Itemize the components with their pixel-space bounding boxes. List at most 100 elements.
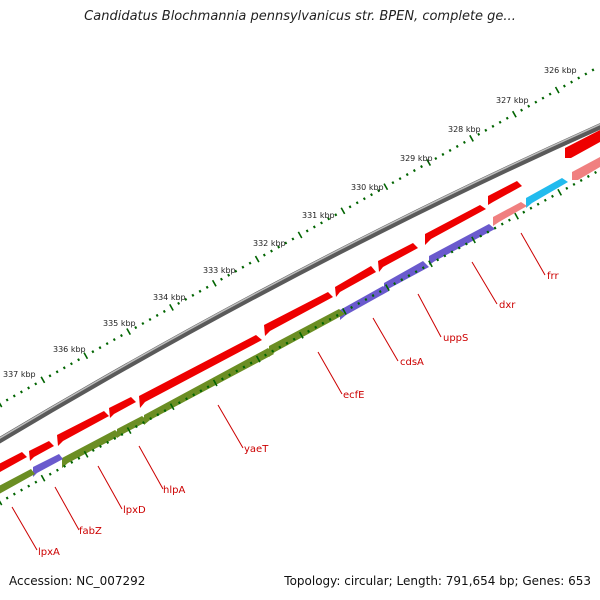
gene-label-dxr[interactable]: dxr — [499, 300, 516, 311]
outer-scale-tick — [211, 279, 217, 287]
outer-scale-tick — [370, 193, 373, 197]
scale-label-336: 336 kbp — [53, 345, 86, 354]
inner-scale-tick — [543, 198, 547, 202]
gene-box-ecfE[interactable] — [269, 309, 345, 357]
inner-scale-tick — [500, 222, 504, 226]
topology-stats: Topology: circular; Length: 791,654 bp; … — [284, 574, 591, 588]
forward-cds-7[interactable] — [139, 335, 262, 408]
inner-scale-tick — [98, 444, 102, 448]
inner-scale-tick — [0, 500, 3, 506]
inner-scale-tick — [450, 250, 454, 254]
outer-scale-tick — [270, 249, 273, 253]
gene-box-fabZ[interactable] — [33, 454, 63, 477]
outer-scale-tick — [5, 398, 9, 402]
gene-box-uppS[interactable] — [384, 261, 429, 292]
gene-box-cyan[interactable] — [526, 178, 568, 208]
inner-scale-tick — [264, 353, 267, 357]
forward-cds-4[interactable] — [378, 243, 418, 272]
outer-scale-tick — [77, 358, 81, 362]
outer-scale-tick — [477, 132, 481, 136]
inner-scale-tick — [464, 242, 468, 246]
forward-cds-9[interactable] — [57, 411, 109, 446]
outer-scale-tick — [62, 366, 66, 370]
outer-scale-tick — [420, 165, 423, 169]
inner-scale-tick — [220, 377, 224, 381]
inner-scale-tick — [400, 278, 404, 282]
gene-label-lpxD[interactable]: lpxD — [123, 505, 146, 516]
gene-box-lpxA[interactable] — [0, 469, 35, 498]
leader-hlpA — [138, 445, 164, 490]
inner-scale-tick — [5, 496, 9, 500]
gene-label-cdsA[interactable]: cdsA — [400, 357, 424, 368]
leader-frr — [520, 232, 546, 276]
inner-scale-tick — [486, 230, 490, 234]
forward-cds-5[interactable] — [335, 266, 376, 297]
gene-label-lpxA[interactable]: lpxA — [38, 547, 60, 558]
scale-ruler — [0, 68, 595, 408]
outer-scale-tick — [83, 352, 89, 360]
outer-scale-tick — [312, 225, 316, 229]
label-leaders — [11, 232, 546, 551]
inner-scale-tick — [586, 174, 590, 178]
inner-scale-tick — [378, 290, 382, 294]
outer-scale-tick — [340, 207, 346, 215]
inner-scale-tick — [249, 361, 253, 365]
outer-scale-tick — [162, 309, 166, 313]
gene-label-frr[interactable]: frr — [547, 271, 559, 282]
gene-box-dxr[interactable] — [429, 224, 495, 265]
inner-scale-tick — [421, 266, 425, 270]
gene-box-frr[interactable] — [493, 202, 527, 226]
gene-label-yaeT[interactable]: yaeT — [244, 444, 269, 455]
outer-scale-tick — [227, 273, 231, 277]
accession-text: Accession: NC_007292 — [9, 574, 146, 588]
inner-scale-tick — [565, 186, 569, 190]
forward-cds-2[interactable] — [488, 181, 522, 205]
outer-scale-tick — [27, 386, 31, 390]
inner-scale-tick — [106, 440, 110, 444]
forward-cds-11[interactable] — [0, 452, 27, 477]
scale-label-327: 327 kbp — [496, 96, 529, 105]
leader-fabZ — [54, 486, 80, 531]
forward-cds-6[interactable] — [264, 292, 333, 336]
outer-scale-tick — [141, 321, 145, 326]
forward-cds-10[interactable] — [29, 441, 54, 461]
outer-scale-tick — [455, 144, 459, 148]
inner-scale-tick — [278, 345, 282, 349]
inner-scale-tick — [134, 425, 138, 429]
outer-scale-tick — [498, 120, 502, 124]
outer-scale-tick — [520, 108, 523, 112]
outer-scale-tick — [562, 84, 566, 88]
gene-box-lpxD[interactable] — [62, 430, 121, 468]
inner-scale-tick — [557, 188, 563, 196]
inner-scale-tick — [113, 436, 117, 441]
outer-scale-tick — [284, 241, 288, 245]
gene-box-pink-1[interactable] — [572, 157, 600, 180]
outer-scale-tick — [12, 394, 16, 398]
gene-label-hlpA[interactable]: hlpA — [163, 485, 185, 496]
outer-scale-tick — [577, 76, 581, 80]
gene-label-uppS[interactable]: uppS — [443, 333, 468, 344]
inner-scale-tick — [428, 260, 433, 268]
forward-cds-3[interactable] — [425, 205, 486, 245]
inner-scale-tick — [55, 468, 59, 472]
outer-scale-tick — [248, 261, 252, 265]
inner-scale-tick — [192, 393, 196, 397]
outer-scale-tick — [220, 277, 223, 281]
outer-scale-tick — [441, 152, 445, 157]
outer-scale-tick — [448, 148, 452, 152]
gene-label-ecfE[interactable]: ecfE — [343, 390, 365, 401]
inner-scale-tick — [522, 210, 526, 214]
inner-scale-tick — [414, 270, 418, 274]
inner-scale-tick — [48, 472, 52, 476]
leader-dxr — [471, 261, 498, 305]
inner-scale-tick — [20, 488, 23, 492]
forward-cds-1[interactable] — [565, 130, 600, 158]
outer-scale-tick — [484, 128, 488, 132]
gene-box-hlpA[interactable] — [117, 416, 148, 438]
gene-box-cdsA[interactable] — [340, 286, 389, 320]
gene-label-fabZ[interactable]: fabZ — [79, 526, 102, 537]
outer-scale-tick — [548, 92, 552, 96]
forward-cds-8[interactable] — [109, 397, 136, 418]
inner-scale-tick — [12, 492, 16, 496]
